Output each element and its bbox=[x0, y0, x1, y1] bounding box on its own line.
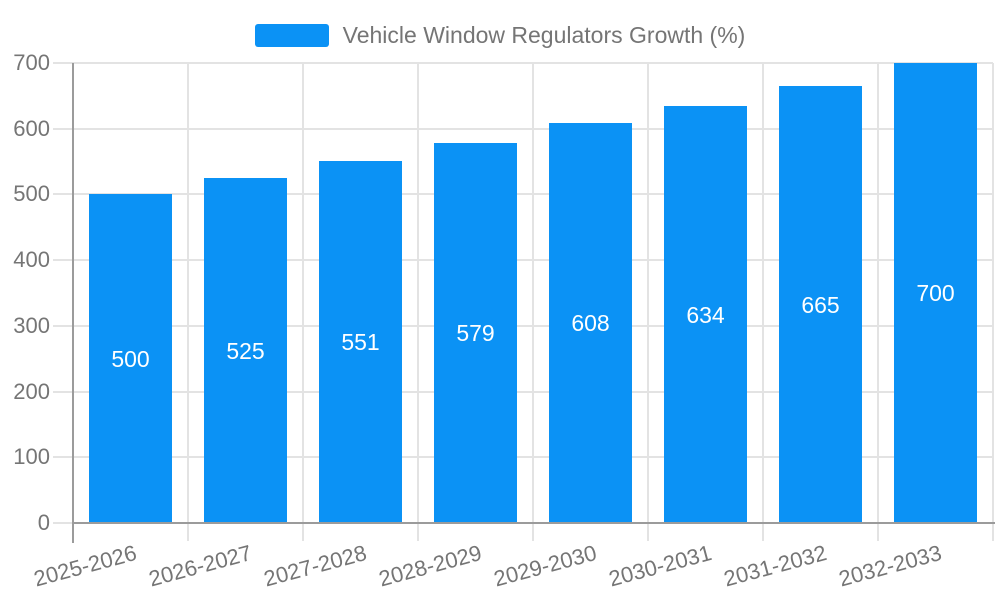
y-axis-tick bbox=[53, 259, 73, 261]
bar-value-label: 525 bbox=[204, 338, 287, 364]
x-axis-tick bbox=[417, 523, 419, 541]
gridline-vertical bbox=[302, 63, 304, 523]
y-tick-label: 300 bbox=[0, 313, 50, 339]
bar-2028-2029[interactable]: 579 bbox=[434, 143, 517, 523]
bar-value-label: 700 bbox=[894, 280, 977, 306]
x-axis-tick bbox=[992, 523, 994, 541]
y-axis-tick bbox=[53, 325, 73, 327]
gridline-vertical bbox=[417, 63, 419, 523]
bar-value-label: 608 bbox=[549, 310, 632, 336]
bar-2026-2027[interactable]: 525 bbox=[204, 178, 287, 523]
gridline-vertical bbox=[647, 63, 649, 523]
y-tick-label: 400 bbox=[0, 247, 50, 273]
bar-2025-2026[interactable]: 500 bbox=[89, 194, 172, 523]
legend-item[interactable]: Vehicle Window Regulators Growth (%) bbox=[255, 22, 746, 49]
gridline-vertical bbox=[532, 63, 534, 523]
x-axis-tick bbox=[647, 523, 649, 541]
y-tick-label: 0 bbox=[0, 510, 50, 536]
y-tick-label: 100 bbox=[0, 444, 50, 470]
gridline-vertical bbox=[992, 63, 994, 523]
x-axis-line bbox=[73, 522, 995, 524]
bar-value-label: 500 bbox=[89, 346, 172, 372]
bar-2031-2032[interactable]: 665 bbox=[779, 86, 862, 523]
gridline-vertical bbox=[187, 63, 189, 523]
y-tick-label: 700 bbox=[0, 50, 50, 76]
bar-value-label: 579 bbox=[434, 320, 517, 346]
bar-value-label: 665 bbox=[779, 292, 862, 318]
y-axis-tick bbox=[53, 391, 73, 393]
y-tick-label: 500 bbox=[0, 181, 50, 207]
gridline-vertical bbox=[762, 63, 764, 523]
bar-2029-2030[interactable]: 608 bbox=[549, 123, 632, 523]
x-axis-tick bbox=[762, 523, 764, 541]
y-axis-line bbox=[72, 63, 74, 543]
x-axis-tick bbox=[877, 523, 879, 541]
x-axis-tick bbox=[532, 523, 534, 541]
bar-value-label: 634 bbox=[664, 302, 747, 328]
y-axis-tick bbox=[53, 522, 73, 524]
y-axis-tick bbox=[53, 456, 73, 458]
y-axis-tick bbox=[53, 62, 73, 64]
legend-label: Vehicle Window Regulators Growth (%) bbox=[343, 22, 746, 49]
y-tick-label: 600 bbox=[0, 116, 50, 142]
chart-legend: Vehicle Window Regulators Growth (%) bbox=[0, 22, 1000, 49]
legend-swatch-icon bbox=[255, 24, 329, 47]
y-axis-tick bbox=[53, 193, 73, 195]
bar-value-label: 551 bbox=[319, 329, 402, 355]
bar-2032-2033[interactable]: 700 bbox=[894, 63, 977, 523]
x-axis-tick bbox=[187, 523, 189, 541]
x-axis-tick bbox=[302, 523, 304, 541]
bar-2027-2028[interactable]: 551 bbox=[319, 161, 402, 523]
bar-2030-2031[interactable]: 634 bbox=[664, 106, 747, 523]
y-axis-tick bbox=[53, 128, 73, 130]
gridline-vertical bbox=[877, 63, 879, 523]
y-tick-label: 200 bbox=[0, 379, 50, 405]
